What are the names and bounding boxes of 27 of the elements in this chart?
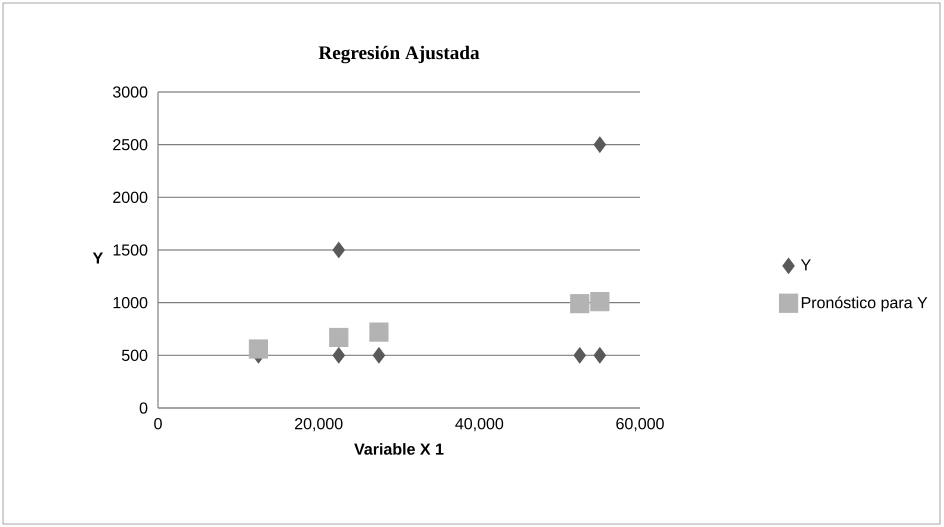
y-tick-label: 3000: [112, 86, 148, 98]
x-tick-label: 60,000: [616, 418, 664, 432]
point: [594, 347, 606, 364]
x-axis-title: Variable X 1: [354, 443, 444, 455]
legend-label: Y: [800, 259, 811, 270]
point: [369, 322, 389, 342]
point: [248, 339, 268, 359]
point: [570, 294, 590, 314]
point: [329, 328, 348, 348]
chart-title: Regresión Ajustada: [318, 46, 480, 64]
point: [590, 292, 610, 312]
point: [372, 347, 386, 364]
y-tick-label: 2000: [113, 192, 148, 203]
y-tick-label: 1000: [114, 296, 148, 308]
point: [573, 347, 586, 364]
y-tick-label: 0: [140, 402, 148, 414]
point: [594, 136, 606, 153]
y-axis-title: Y: [92, 252, 103, 264]
point: [332, 242, 346, 258]
point: [332, 347, 346, 364]
y-tick-label: 1500: [114, 244, 148, 256]
x-tick-label: 20,000: [295, 418, 343, 432]
y-tick-label: 500: [122, 350, 148, 361]
x-tick-label: 0: [154, 418, 162, 430]
x-tick-label: 40,000: [455, 418, 504, 432]
y-tick-label: 2500: [113, 139, 148, 150]
legend-label: Pronóstico para Y: [802, 296, 928, 312]
